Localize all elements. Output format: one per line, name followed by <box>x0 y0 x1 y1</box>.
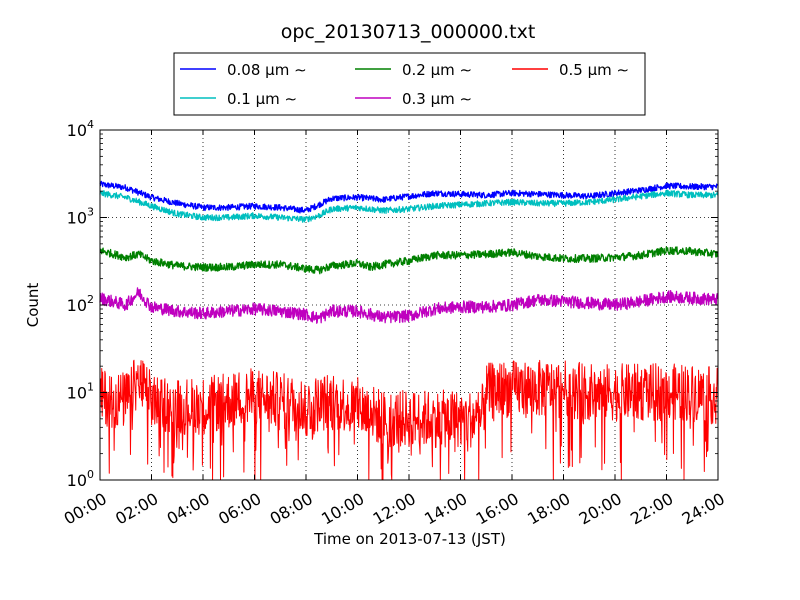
legend: 0.08 μm ∼ 0.1 μm ∼ 0.2 μm ∼ 0.3 μm ∼ 0.5 μm … <box>173 52 646 116</box>
series-line <box>99 246 719 275</box>
y-tick-label: 101 <box>67 381 94 403</box>
legend-label: 0.3 μm ∼ <box>402 90 472 108</box>
y-tick-label: 103 <box>67 206 94 228</box>
series-layer <box>99 180 719 481</box>
series-line <box>99 180 719 214</box>
legend-label: 0.5 μm ∼ <box>559 61 629 79</box>
series-line <box>99 189 719 223</box>
y-tick-label: 100 <box>67 468 94 490</box>
legend-label: 0.08 μm ∼ <box>227 61 307 79</box>
legend-box <box>173 52 646 116</box>
y-axis-label: Count <box>24 283 42 328</box>
series-line <box>99 287 719 324</box>
y-tick-label: 102 <box>67 293 94 315</box>
y-tick-label: 104 <box>67 118 94 140</box>
legend-label: 0.1 μm ∼ <box>227 90 297 108</box>
chart-title: opc_20130713_000000.txt <box>281 21 536 43</box>
legend-label: 0.2 μm ∼ <box>402 61 472 79</box>
grid-lines <box>100 130 718 480</box>
x-axis-label: Time on 2013-07-13 (JST) <box>313 530 506 548</box>
series-line <box>99 359 719 481</box>
